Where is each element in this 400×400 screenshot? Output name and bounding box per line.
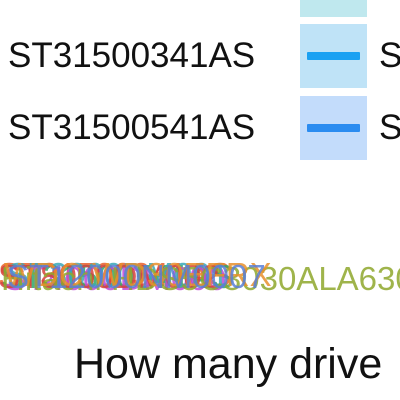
legend-swatch	[300, 96, 367, 160]
overlapping-tick-label: ST31500541AS	[1, 258, 235, 295]
chart-legend: ST31500341AS S ST31500541AS S	[0, 0, 400, 170]
legend-entry-st31500541as[interactable]: ST31500541AS S	[0, 96, 400, 160]
chart-title: How many drive	[74, 340, 383, 388]
overlapping-tick-label: ST12000NM0007	[7, 258, 266, 295]
overlapping-tick-label: Hitachi HDS5C3030ALA630	[1, 260, 400, 297]
legend-swatch-clipped	[300, 0, 367, 17]
overlapping-tick-labels: ST31500341AS ST31500541AS ST4000DM000 ST300…	[0, 238, 400, 308]
overlapping-tick-label: ST8000DM002	[0, 258, 220, 295]
overlapping-tick-label: WDC WD30EFRX	[4, 256, 272, 293]
overlapping-tick-label: ST4000DM000	[4, 260, 226, 297]
legend-label: ST31500341AS	[8, 36, 256, 75]
legend-entry-st31500341as[interactable]: ST31500341AS S	[0, 24, 400, 88]
legend-label: ST31500541AS	[8, 108, 256, 147]
legend-label-truncated: S	[379, 108, 400, 147]
legend-line-sample	[307, 124, 360, 132]
overlapping-tick-label: ST3000DM001	[7, 256, 229, 293]
legend-swatch	[300, 24, 367, 88]
legend-line-sample	[307, 52, 360, 60]
legend-label-truncated: S	[379, 36, 400, 75]
overlapping-tick-label: ST31500341AS	[0, 256, 232, 293]
